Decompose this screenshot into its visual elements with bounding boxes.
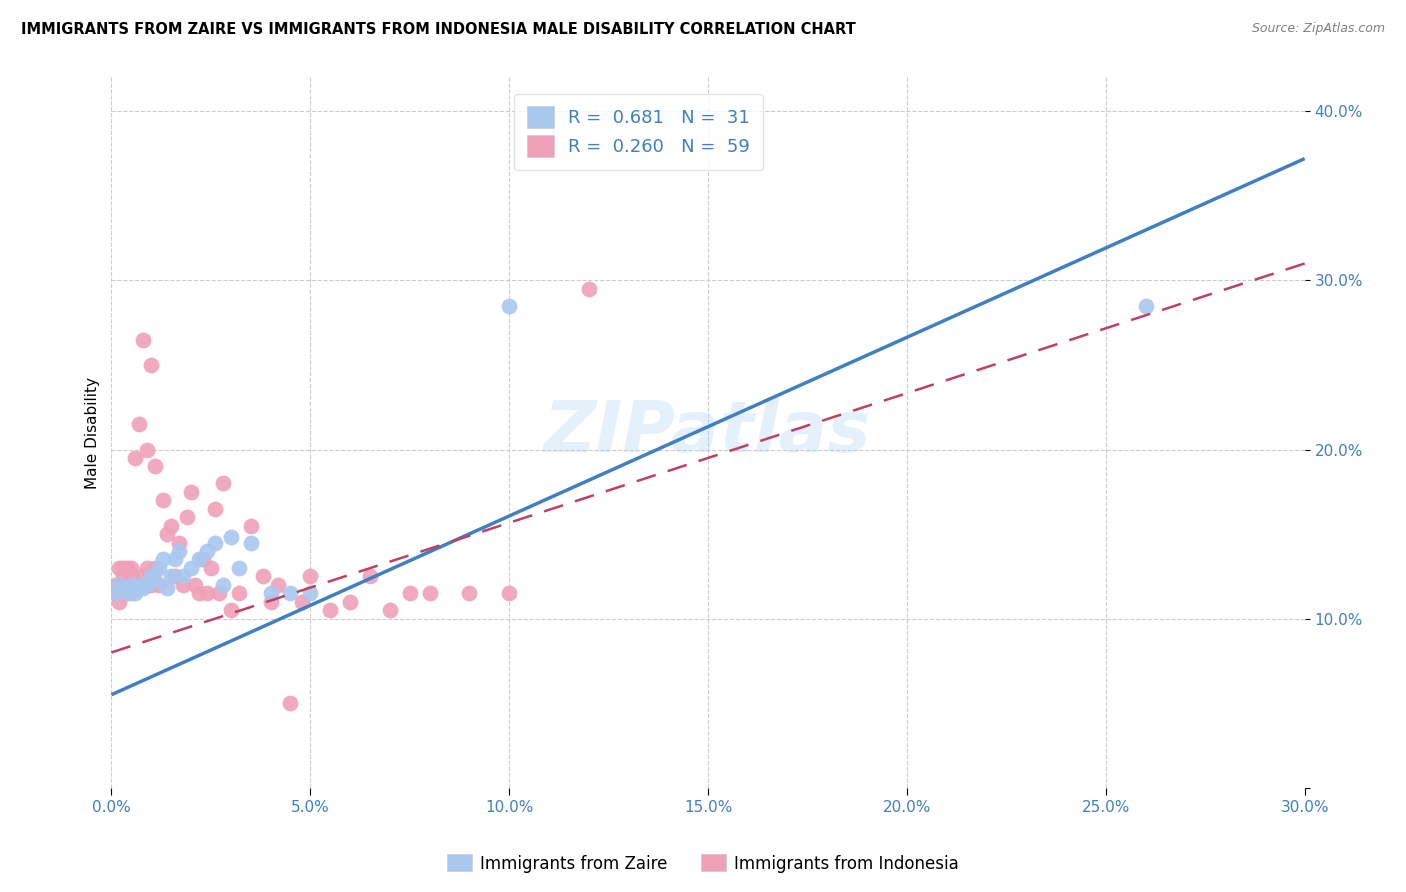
Point <box>160 518 183 533</box>
Point <box>165 569 187 583</box>
Point <box>359 569 381 583</box>
Point <box>458 586 481 600</box>
Point <box>120 569 142 583</box>
Point <box>252 569 274 583</box>
Point <box>239 535 262 549</box>
Point <box>143 574 166 589</box>
Point <box>148 578 170 592</box>
Point <box>291 595 314 609</box>
Point <box>191 552 214 566</box>
Point <box>117 578 139 592</box>
Point <box>228 586 250 600</box>
Point <box>211 476 233 491</box>
Point <box>124 586 146 600</box>
Point <box>136 561 159 575</box>
Point <box>143 561 166 575</box>
Point <box>187 552 209 566</box>
Point <box>259 595 281 609</box>
Point <box>108 561 131 575</box>
Point <box>148 561 170 575</box>
Point <box>378 603 401 617</box>
Point <box>124 578 146 592</box>
Point <box>398 586 420 600</box>
Point <box>228 561 250 575</box>
Point <box>117 561 139 575</box>
Point <box>267 578 290 592</box>
Point <box>132 569 155 583</box>
Point <box>204 535 226 549</box>
Point <box>319 603 342 617</box>
Point <box>112 581 135 595</box>
Point <box>141 578 163 592</box>
Point <box>108 595 131 609</box>
Point <box>208 586 231 600</box>
Point <box>184 578 207 592</box>
Point <box>132 581 155 595</box>
Point <box>498 586 520 600</box>
Point <box>180 561 202 575</box>
Legend: R =  0.681   N =  31, R =  0.260   N =  59: R = 0.681 N = 31, R = 0.260 N = 59 <box>515 94 763 170</box>
Point <box>136 578 159 592</box>
Point <box>280 586 302 600</box>
Text: IMMIGRANTS FROM ZAIRE VS IMMIGRANTS FROM INDONESIA MALE DISABILITY CORRELATION C: IMMIGRANTS FROM ZAIRE VS IMMIGRANTS FROM… <box>21 22 856 37</box>
Point <box>204 501 226 516</box>
Point <box>128 578 150 592</box>
Point <box>578 282 600 296</box>
Legend: Immigrants from Zaire, Immigrants from Indonesia: Immigrants from Zaire, Immigrants from I… <box>440 847 966 880</box>
Point <box>160 569 183 583</box>
Point <box>165 552 187 566</box>
Point <box>112 569 135 583</box>
Point <box>132 333 155 347</box>
Point <box>108 578 131 592</box>
Point <box>141 569 163 583</box>
Text: Source: ZipAtlas.com: Source: ZipAtlas.com <box>1251 22 1385 36</box>
Point <box>280 696 302 710</box>
Point <box>117 586 139 600</box>
Point <box>120 561 142 575</box>
Point <box>239 518 262 533</box>
Y-axis label: Male Disability: Male Disability <box>86 376 100 489</box>
Point <box>176 510 198 524</box>
Text: ZIPatlas: ZIPatlas <box>544 398 872 467</box>
Point <box>299 586 322 600</box>
Point <box>419 586 441 600</box>
Point <box>112 561 135 575</box>
Point <box>219 603 242 617</box>
Point <box>156 581 179 595</box>
Point <box>104 586 127 600</box>
Point <box>104 578 127 592</box>
Point <box>195 544 218 558</box>
Point <box>143 459 166 474</box>
Point <box>180 484 202 499</box>
Point <box>211 578 233 592</box>
Point <box>152 552 174 566</box>
Point <box>167 544 190 558</box>
Point <box>1135 299 1157 313</box>
Point <box>167 535 190 549</box>
Point <box>156 527 179 541</box>
Point <box>152 493 174 508</box>
Point <box>124 450 146 465</box>
Point <box>120 586 142 600</box>
Point <box>219 531 242 545</box>
Point <box>120 578 142 592</box>
Point <box>172 569 194 583</box>
Point <box>339 595 361 609</box>
Point <box>141 358 163 372</box>
Point <box>299 569 322 583</box>
Point <box>259 586 281 600</box>
Point <box>498 299 520 313</box>
Point <box>128 578 150 592</box>
Point <box>104 586 127 600</box>
Point <box>200 561 222 575</box>
Point <box>172 578 194 592</box>
Point <box>195 586 218 600</box>
Point <box>136 442 159 457</box>
Point <box>108 578 131 592</box>
Point <box>187 586 209 600</box>
Point <box>128 417 150 431</box>
